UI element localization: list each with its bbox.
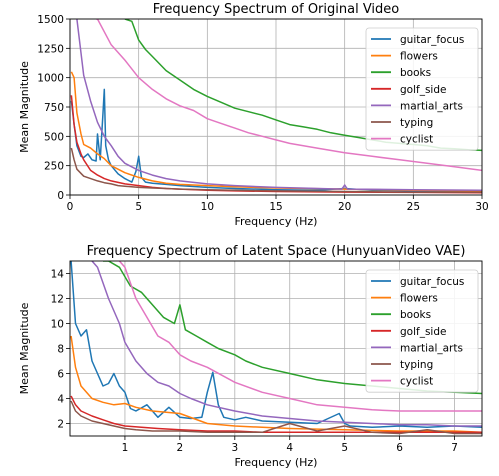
x-tick-label: 4: [286, 442, 293, 454]
y-tick-label: 14: [51, 269, 65, 281]
x-tick-label: 5: [135, 201, 142, 213]
y-tick-label: 6: [57, 369, 64, 381]
x-tick-label: 3: [231, 442, 238, 454]
y-tick-label: 4: [57, 394, 64, 406]
chart-title: Frequency Spectrum of Original Video: [153, 2, 400, 17]
x-tick-label: 5: [341, 442, 348, 454]
legend-label: cyclist: [400, 376, 433, 388]
legend-label: books: [400, 309, 431, 321]
y-tick-label: 8: [57, 344, 64, 356]
y-tick-label: 10: [51, 319, 64, 331]
y-tick-label: 2: [57, 419, 64, 431]
y-axis-label: Mean Magnitude: [18, 302, 31, 394]
legend-box: [365, 27, 479, 151]
y-tick-label: 1000: [37, 73, 64, 85]
x-tick-label: 25: [407, 201, 420, 213]
y-tick-label: 500: [44, 131, 64, 143]
legend-label: flowers: [400, 293, 438, 305]
legend-label: books: [400, 67, 431, 79]
legend-label: cyclist: [400, 134, 433, 146]
y-tick-label: 250: [44, 161, 64, 173]
series-line-typing: [70, 147, 482, 193]
x-tick-label: 30: [475, 201, 488, 213]
y-tick-label: 1500: [37, 14, 64, 26]
legend-label: martial_arts: [400, 342, 463, 354]
legend-label: guitar_focus: [400, 34, 464, 46]
series-line-cyclist: [118, 261, 482, 412]
series-line-flowers: [70, 335, 482, 434]
y-tick-label: 1250: [37, 43, 64, 55]
x-tick-label: 10: [201, 201, 214, 213]
x-tick-label: 1: [122, 442, 129, 454]
x-tick-label: 6: [396, 442, 403, 454]
legend-label: golf_side: [400, 84, 446, 96]
y-tick-label: 12: [51, 294, 64, 306]
chart-original-video: Frequency Spectrum of Original Video 0 5 10…: [18, 2, 489, 228]
x-tick-label: 15: [269, 201, 282, 213]
chart-latent-space: Frequency Spectrum of Latent Space (Huny…: [18, 244, 483, 469]
x-tick-label: 0: [67, 201, 74, 213]
legend-label: flowers: [400, 51, 438, 63]
series-line-guitar-focus: [70, 88, 482, 193]
chart-title: Frequency Spectrum of Latent Space (Huny…: [87, 244, 466, 259]
legend-label: golf_side: [400, 326, 446, 338]
legend-label: typing: [400, 359, 433, 371]
x-tick-label: 20: [338, 201, 351, 213]
series-line-martial-arts: [91, 261, 482, 427]
series-line-guitar-focus: [70, 261, 482, 429]
x-tick-label: 7: [451, 442, 458, 454]
legend-label: guitar_focus: [400, 276, 464, 288]
legend-box: [365, 269, 479, 393]
x-axis-label: Frequency (Hz): [235, 456, 318, 469]
legend-label: martial_arts: [400, 100, 463, 112]
series-line-golf-side: [70, 395, 482, 434]
series-line-cyclist: [96, 19, 482, 172]
y-axis-label: Mean Magnitude: [18, 61, 31, 153]
y-tick-label: 0: [57, 190, 64, 202]
series-group: [70, 19, 482, 194]
y-tick-label: 750: [44, 102, 64, 114]
legend-label: typing: [400, 117, 433, 129]
x-axis-label: Frequency (Hz): [235, 215, 318, 228]
x-tick-label: 2: [177, 442, 184, 454]
series-line-martial-arts: [76, 19, 482, 192]
series-line-typing: [70, 400, 482, 435]
